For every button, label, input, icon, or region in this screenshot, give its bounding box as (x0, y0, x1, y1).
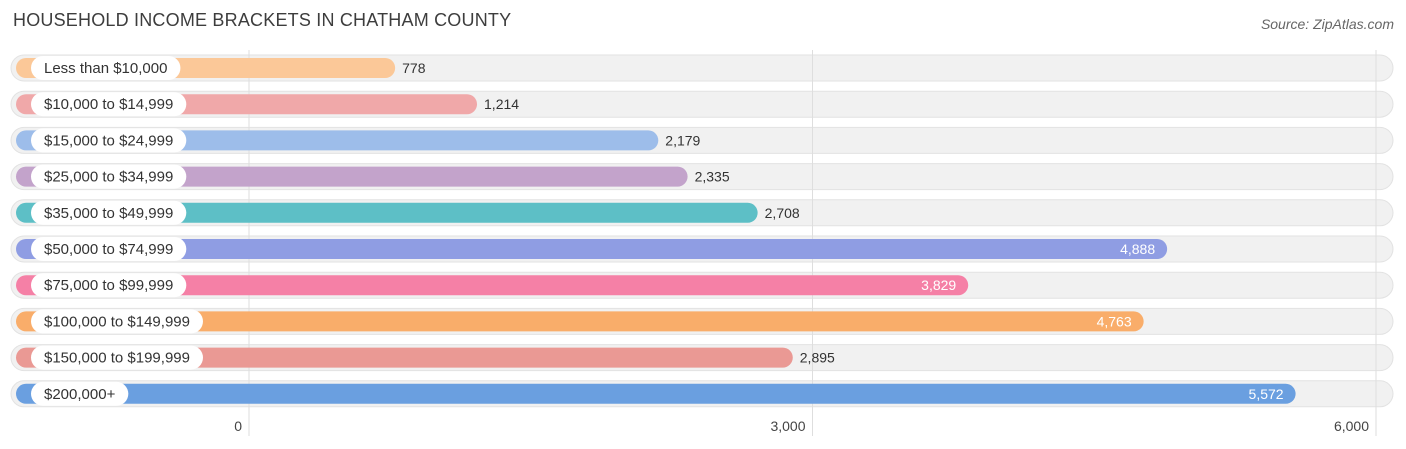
bar (16, 311, 1144, 332)
value-label: 2,179 (665, 132, 700, 148)
category-label: $15,000 to $24,999 (44, 132, 173, 149)
source-label: Source: ZipAtlas.com (1260, 16, 1394, 32)
value-label: 4,763 (1097, 313, 1132, 329)
category-label: Less than $10,000 (44, 60, 167, 77)
category-label-pill (31, 273, 187, 298)
category-label-pill (31, 237, 187, 261)
category-label: $25,000 to $34,999 (44, 169, 173, 186)
category-label: $50,000 to $74,999 (44, 241, 173, 258)
value-label: 2,895 (800, 350, 835, 366)
value-label: 1,214 (484, 96, 519, 112)
bar (16, 347, 793, 368)
chart-title: HOUSEHOLD INCOME BRACKETS IN CHATHAM COU… (13, 10, 512, 30)
bar (16, 202, 758, 223)
category-label: $200,000+ (44, 386, 116, 403)
category-label-pill (31, 128, 187, 153)
category-label-pill (31, 381, 129, 406)
category-label-pill (31, 345, 203, 370)
value-label: 5,572 (1249, 386, 1284, 402)
category-label: $35,000 to $49,999 (44, 205, 173, 222)
category-label: $10,000 to $14,999 (44, 96, 173, 113)
category-label-pill (31, 56, 181, 80)
category-label: $150,000 to $199,999 (44, 350, 190, 367)
bar (16, 239, 1168, 259)
category-label: $75,000 to $99,999 (44, 277, 173, 294)
bar (16, 275, 969, 296)
category-label-pill (31, 200, 187, 225)
tick-label: 0 (234, 418, 242, 434)
bar (16, 383, 1296, 404)
category-label-pill (31, 309, 203, 334)
value-label: 2,708 (765, 205, 800, 221)
category-label-pill (31, 164, 187, 189)
value-label: 778 (402, 60, 426, 76)
category-label-pill (31, 92, 187, 117)
tick-label: 3,000 (770, 418, 805, 434)
value-label: 3,829 (921, 277, 956, 293)
value-label: 4,888 (1120, 241, 1155, 257)
tick-label: 6,000 (1334, 418, 1369, 434)
category-label: $100,000 to $149,999 (44, 313, 190, 330)
value-label: 2,335 (695, 169, 730, 185)
